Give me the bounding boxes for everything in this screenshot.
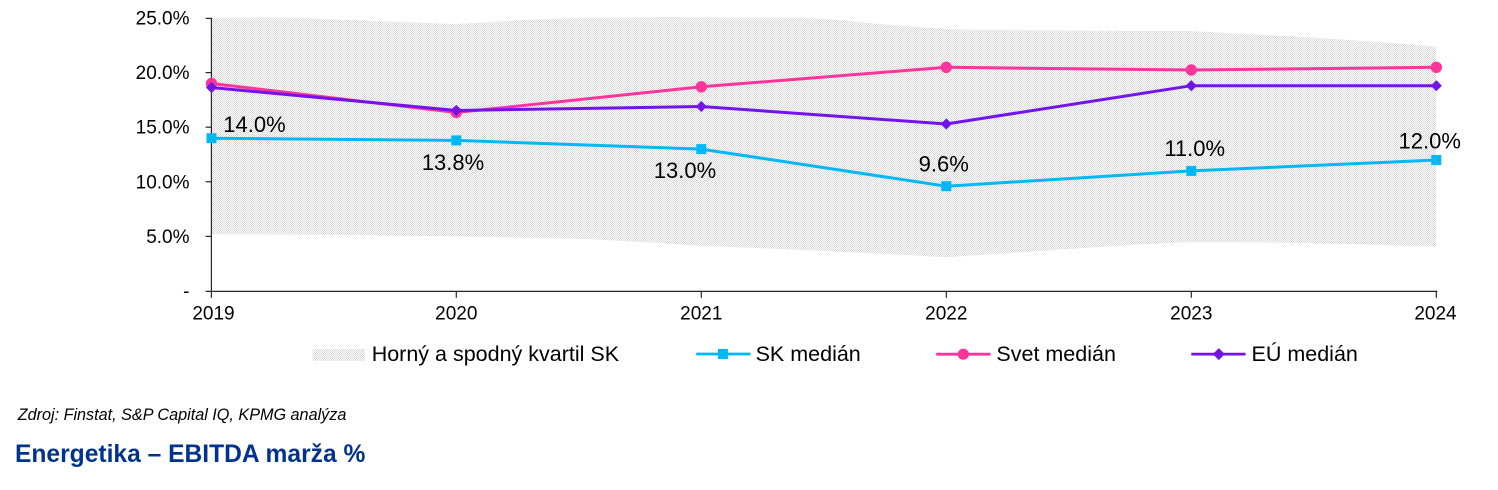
svg-text:9.6%: 9.6% — [919, 151, 969, 176]
svg-text:-: - — [183, 282, 189, 303]
svg-text:2024: 2024 — [1414, 304, 1457, 325]
svg-text:25.0%: 25.0% — [136, 9, 190, 30]
svg-text:13.8%: 13.8% — [422, 150, 484, 175]
svg-text:20.0%: 20.0% — [136, 63, 190, 84]
svg-text:Energetika – EBITDA marža %: Energetika – EBITDA marža % — [15, 441, 365, 468]
svg-text:2023: 2023 — [1170, 304, 1212, 325]
svg-text:15.0%: 15.0% — [136, 118, 190, 139]
svg-text:Svet medián: Svet medián — [996, 342, 1116, 366]
svg-text:5.0%: 5.0% — [146, 227, 189, 248]
svg-text:12.0%: 12.0% — [1399, 128, 1461, 153]
svg-text:11.0%: 11.0% — [1164, 136, 1225, 161]
svg-text:2020: 2020 — [435, 304, 477, 325]
svg-text:2019: 2019 — [192, 304, 234, 325]
svg-text:14.0%: 14.0% — [223, 112, 285, 137]
svg-text:2022: 2022 — [925, 304, 967, 325]
svg-text:Zdroj: Finstat, S&P Capital IQ: Zdroj: Finstat, S&P Capital IQ, KPMG ana… — [17, 406, 347, 424]
svg-text:Horný a spodný kvartil SK: Horný a spodný kvartil SK — [372, 342, 620, 366]
svg-text:13.0%: 13.0% — [654, 158, 716, 183]
svg-text:10.0%: 10.0% — [136, 172, 190, 193]
svg-text:2021: 2021 — [680, 304, 722, 325]
svg-text:EÚ medián: EÚ medián — [1252, 341, 1358, 366]
svg-text:SK medián: SK medián — [756, 342, 861, 366]
